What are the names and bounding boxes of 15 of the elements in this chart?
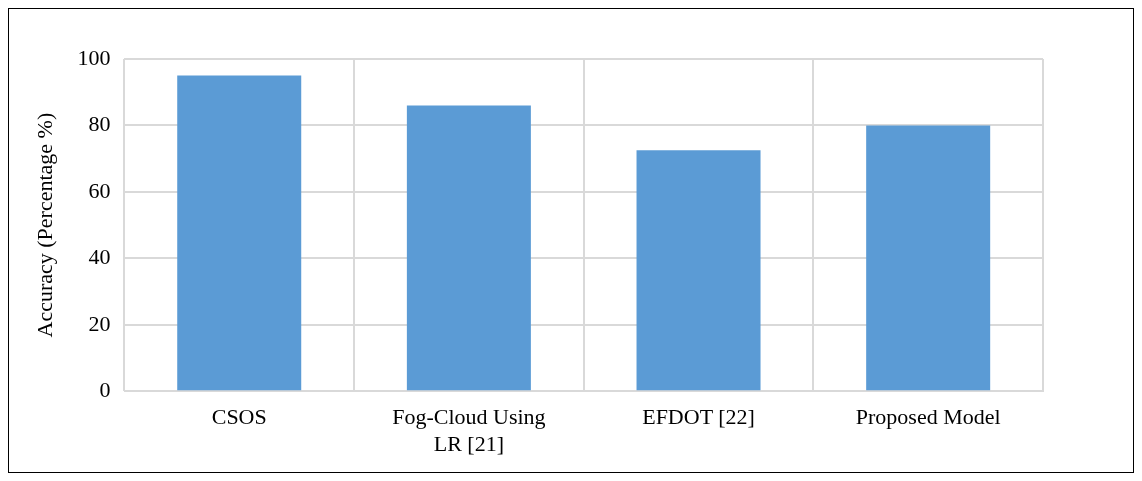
- x-tick-label: Proposed Model: [855, 404, 1001, 430]
- bar: [406, 105, 531, 391]
- y-tick-label: 100: [77, 44, 111, 70]
- y-axis-title: Accuracy (Percentage %): [31, 112, 57, 338]
- bar: [866, 125, 991, 391]
- y-tick-label: 80: [88, 111, 111, 137]
- y-tick-label: 0: [99, 376, 111, 402]
- y-tick-label: 20: [88, 310, 111, 336]
- x-tick-label: CSOS: [211, 404, 267, 430]
- bar: [177, 75, 302, 391]
- y-tick-label: 40: [88, 244, 111, 270]
- bar: [636, 150, 761, 391]
- y-tick-label: 60: [88, 177, 111, 203]
- x-tick-label: Fog-Cloud Using LR [21]: [392, 404, 546, 456]
- x-tick-label: EFDOT [22]: [642, 404, 755, 430]
